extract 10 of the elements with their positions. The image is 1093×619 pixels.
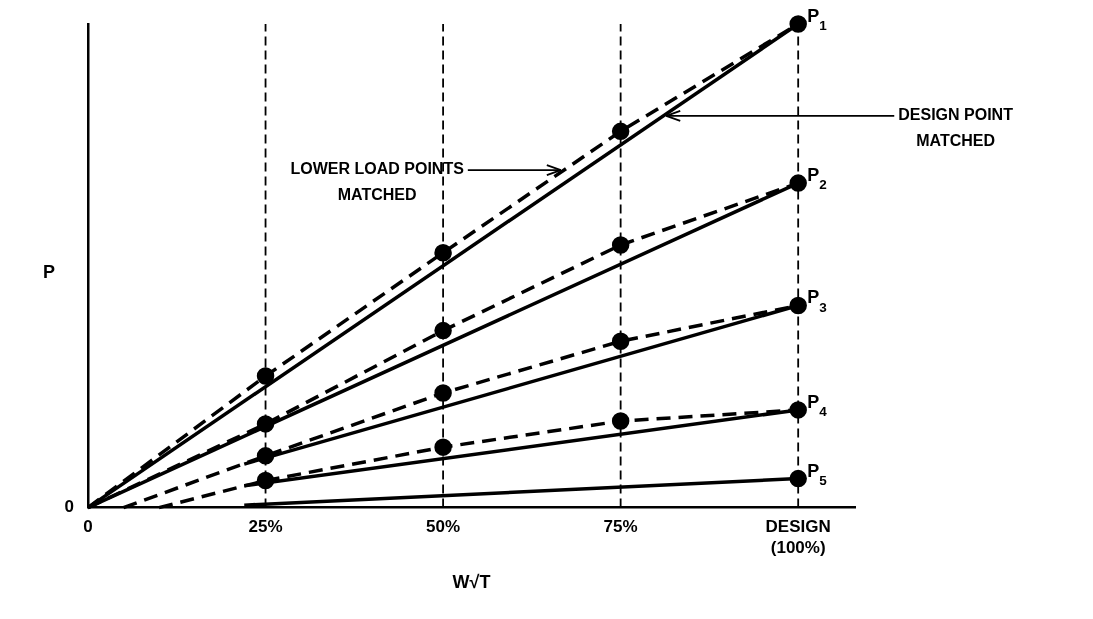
x-tick-label: 0 <box>83 517 93 537</box>
x-axis-title: W√T <box>452 572 491 593</box>
annotation: LOWER LOAD POINTS MATCHED <box>290 160 465 204</box>
annotation: DESIGN POINT MATCHED <box>898 106 1014 150</box>
x-tick-label: DESIGN (100%) <box>765 517 831 557</box>
text: 0 <box>64 497 74 517</box>
x-tick-label: 75% <box>603 517 638 537</box>
y-axis-title: P <box>43 261 56 282</box>
x-tick-label: 25% <box>248 517 283 537</box>
x-tick-label: 50% <box>426 517 461 537</box>
